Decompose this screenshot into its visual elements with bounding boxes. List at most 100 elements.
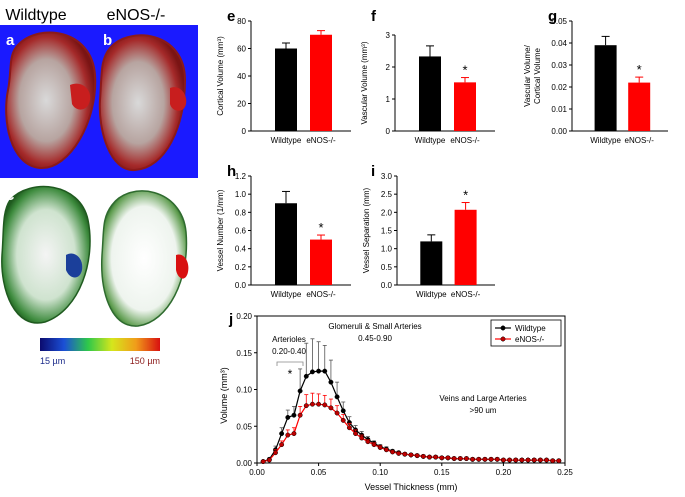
panel-letter-i: i: [371, 163, 375, 180]
data-point: [507, 457, 513, 463]
y-tick-label: 0.00: [551, 127, 567, 136]
data-point: [322, 368, 328, 374]
data-point: [273, 450, 278, 456]
data-point: [353, 431, 359, 437]
panel-letter-e: e: [227, 8, 235, 25]
bar-enos: [628, 82, 651, 131]
significance-marker: *: [637, 62, 642, 77]
annotation-veins-range: >90 um: [470, 406, 497, 415]
data-point: [359, 435, 365, 441]
data-point: [500, 457, 506, 463]
hilum-c: [66, 253, 83, 278]
data-point: [427, 454, 432, 460]
data-point: [334, 394, 340, 400]
data-point: [414, 453, 420, 459]
kidney-render-d: [101, 190, 188, 327]
data-point: [279, 442, 285, 448]
data-point: [291, 412, 297, 418]
data-point: [291, 431, 297, 437]
y-axis-label: Vessel Number (1/mm): [216, 189, 225, 271]
data-point: [309, 369, 315, 375]
y-tick-label: 80: [237, 17, 246, 26]
panel-letter-f: f: [371, 8, 377, 25]
data-point: [439, 455, 445, 461]
y-tick-label: 20: [237, 100, 246, 109]
data-point: [279, 431, 285, 437]
data-point: [513, 457, 519, 463]
data-point: [463, 456, 469, 462]
chart-panel-i: i 0.0 0.5 1.0 1.5 2.0 2.5 3.0 Vessel Separation …: [362, 163, 495, 299]
panel-letter-c: c: [6, 187, 14, 204]
data-point: [544, 457, 549, 463]
colorbar: [40, 338, 160, 351]
bar-wildtype: [275, 203, 297, 285]
panel-letter-h: h: [227, 163, 236, 180]
bar-enos: [454, 82, 476, 131]
data-point: [525, 457, 531, 463]
data-point: [408, 452, 414, 458]
chart-panel-g: g 0.00 0.01 0.02 0.03 0.04 0.05 Vascular Volume…: [523, 8, 668, 145]
data-point: [531, 457, 537, 463]
data-point: [365, 439, 371, 445]
y-tick-label: 0.20: [236, 312, 252, 321]
data-point: [494, 456, 500, 462]
x-tick-label: Wildtype: [271, 290, 302, 299]
y-tick-label: 0.05: [551, 17, 567, 26]
data-point: [396, 450, 402, 456]
data-point: [303, 403, 309, 409]
y-tick-label: 0.15: [236, 349, 252, 358]
panel-letter-b: b: [103, 32, 112, 49]
significance-marker: *: [318, 220, 323, 235]
kidney-render-b: [98, 34, 187, 172]
data-point: [550, 458, 556, 464]
legend-box: [490, 319, 562, 347]
panel-letter-a: a: [6, 32, 15, 49]
panel-letter-d: d: [104, 187, 113, 204]
data-point: [390, 449, 395, 455]
annotation-veins: Veins and Large Arteries: [439, 394, 526, 403]
hilum-a: [70, 83, 91, 110]
x-tick-label: 0.10: [372, 468, 388, 477]
bar-enos: [454, 209, 477, 285]
x-tick-label: eNOS-/-: [306, 290, 336, 299]
annotation-glomeruli: Glomeruli & Small Arteries: [328, 322, 421, 331]
x-tick-label: Wildtype: [416, 290, 447, 299]
data-point: [383, 447, 389, 453]
y-tick-label: 0.01: [551, 105, 567, 114]
legend-marker: [500, 325, 506, 331]
hilum-b: [170, 87, 187, 111]
y-axis-label: Volume (mm³): [219, 367, 229, 424]
annotation-glomeruli-range: 0.45-0.90: [358, 334, 392, 343]
y-tick-label: 3.0: [381, 172, 393, 181]
y-axis-label: Cortical Volume (mm³): [216, 36, 225, 116]
y-tick-label: 1.2: [235, 172, 247, 181]
x-tick-label: Wildtype: [415, 136, 446, 145]
y-tick-label: 2.5: [381, 190, 393, 199]
data-point: [371, 442, 377, 448]
x-tick-label: eNOS-/-: [450, 136, 480, 145]
colorbar-max-label: 150 µm: [130, 356, 160, 366]
y-tick-label: 40: [237, 72, 246, 81]
y-tick-label: 0.05: [236, 422, 252, 431]
data-point: [316, 401, 322, 407]
legend-label: Wildtype: [515, 324, 546, 333]
y-tick-label: 2: [386, 63, 391, 72]
annotation-significance: *: [288, 367, 293, 381]
x-tick-label: 0.05: [311, 468, 327, 477]
y-tick-label: 0.03: [551, 61, 567, 70]
data-point: [297, 388, 303, 394]
data-point: [285, 414, 291, 420]
data-point: [420, 453, 426, 459]
y-tick-label: 0.6: [235, 227, 247, 236]
x-tick-label: 0.00: [249, 468, 265, 477]
data-point: [297, 412, 303, 418]
x-axis-label: Vessel Thickness (mm): [365, 482, 458, 492]
kidney-render-a: [5, 31, 97, 170]
y-tick-label: 0: [242, 127, 247, 136]
y-tick-label: 0.2: [235, 263, 247, 272]
data-point: [433, 454, 439, 460]
chart-panel-e: e 0 20 40 60 80 Cortical Volume (mm³) Wildtype e…: [216, 8, 351, 145]
annotation-bracket: [276, 361, 304, 366]
y-tick-label: 2.0: [381, 208, 393, 217]
y-tick-label: 0.04: [551, 39, 567, 48]
